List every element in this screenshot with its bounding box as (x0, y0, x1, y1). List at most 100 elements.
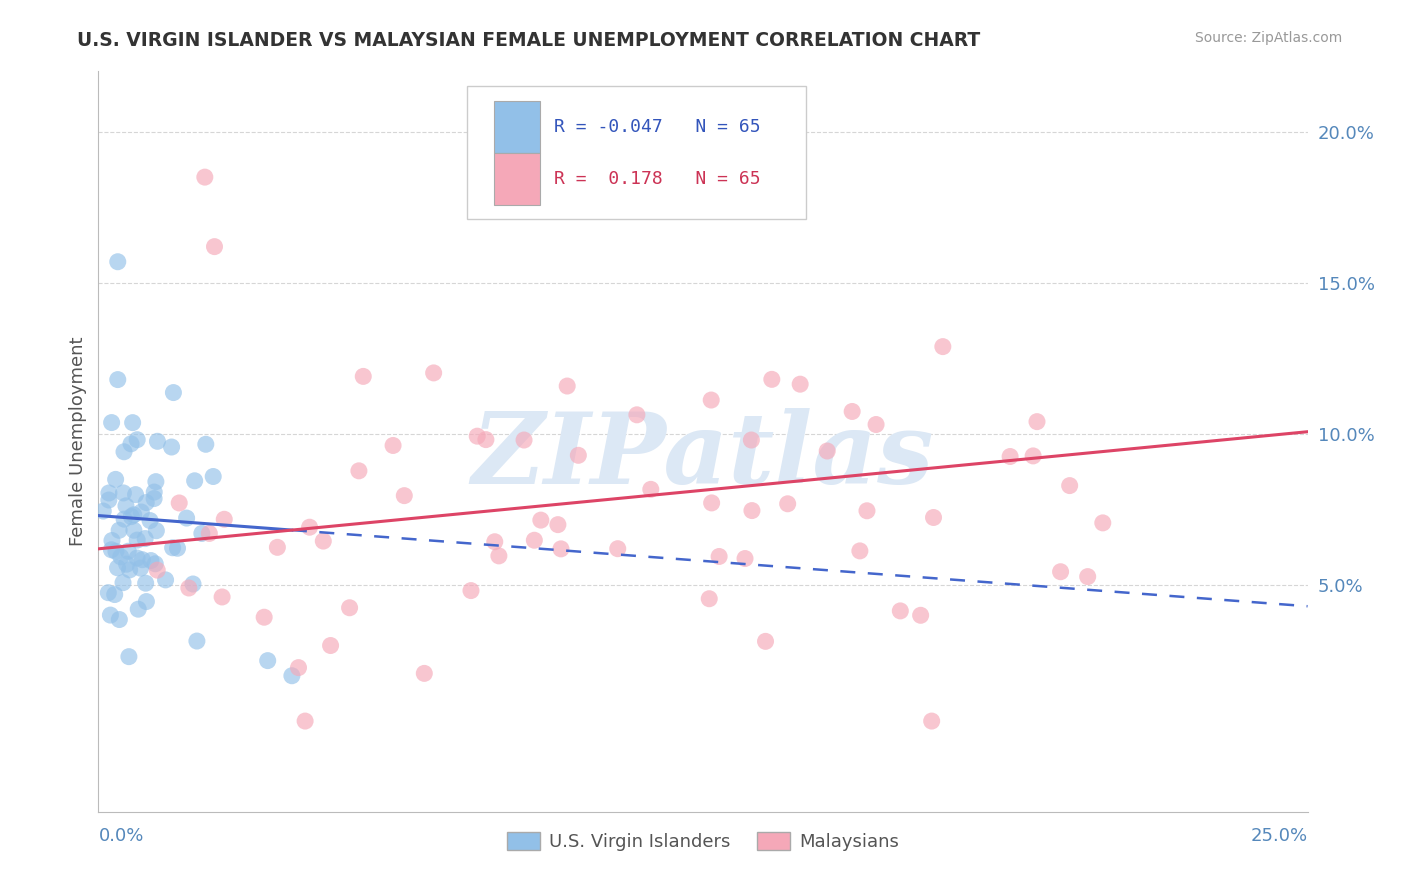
Point (921, 714, 943, 728)
Point (555, 379, 578, 393)
Point (100, 416, 122, 430)
Text: R = -0.047   N = 65: R = -0.047 N = 65 (554, 118, 761, 136)
Text: R =  0.178   N = 65: R = 0.178 N = 65 (554, 169, 761, 187)
Point (287, 660, 309, 674)
Point (741, 503, 763, 517)
Point (513, 433, 536, 447)
Point (1077, 569, 1099, 583)
Point (212, 512, 235, 526)
Point (100, 542, 122, 557)
Point (100, 608, 122, 623)
Point (122, 508, 145, 522)
Point (298, 520, 321, 534)
Point (932, 340, 955, 354)
Point (626, 408, 648, 422)
Point (112, 444, 135, 458)
Point (166, 541, 188, 556)
Point (160, 440, 183, 454)
Point (143, 491, 166, 506)
Point (550, 541, 572, 556)
Point (104, 544, 127, 558)
Point (198, 526, 221, 541)
Point (382, 438, 405, 452)
Point (734, 551, 756, 566)
Point (700, 496, 723, 510)
Point (146, 434, 169, 449)
Point (789, 377, 811, 392)
Point (108, 613, 131, 627)
Point (889, 604, 911, 618)
Point (422, 366, 444, 380)
Point (191, 526, 214, 541)
Point (176, 511, 198, 525)
Point (319, 639, 342, 653)
Point (815, 444, 838, 458)
Point (606, 541, 628, 556)
Point (127, 433, 149, 447)
Point (856, 504, 879, 518)
Point (122, 523, 145, 537)
Point (181, 577, 204, 591)
Point (135, 594, 157, 608)
Point (841, 404, 863, 418)
Point (183, 474, 205, 488)
Point (186, 634, 208, 648)
Point (1026, 415, 1049, 429)
Point (104, 472, 127, 486)
Point (700, 392, 723, 407)
Point (465, 429, 488, 443)
Point (108, 523, 131, 537)
Point (131, 505, 153, 519)
Point (118, 563, 141, 577)
Bar (494, 101, 540, 153)
Point (101, 533, 124, 548)
Point (484, 534, 506, 549)
Point (194, 170, 217, 185)
Point (1049, 565, 1071, 579)
Point (202, 469, 225, 483)
Point (530, 513, 553, 527)
Point (145, 524, 167, 538)
Point (97, 585, 120, 599)
Point (194, 437, 217, 451)
Point (107, 561, 129, 575)
Point (281, 669, 304, 683)
Point (547, 517, 569, 532)
Point (110, 549, 132, 564)
Point (865, 417, 887, 432)
Point (266, 541, 288, 555)
Point (413, 666, 436, 681)
Point (740, 433, 762, 447)
Point (488, 549, 510, 563)
Point (640, 483, 662, 497)
Point (253, 610, 276, 624)
Text: ZIPatlas: ZIPatlas (472, 409, 934, 505)
Bar (494, 153, 540, 204)
Point (112, 512, 135, 526)
Point (523, 533, 546, 548)
Point (211, 590, 233, 604)
Point (127, 602, 149, 616)
Point (115, 499, 138, 513)
Point (127, 533, 149, 547)
Point (567, 448, 589, 462)
Point (460, 583, 482, 598)
Point (1059, 478, 1081, 492)
Y-axis label: Female Unemployment: Female Unemployment (69, 337, 87, 546)
Point (135, 495, 157, 509)
Point (394, 489, 416, 503)
Point (115, 557, 138, 571)
Point (204, 239, 226, 253)
Point (155, 573, 177, 587)
Point (129, 561, 152, 575)
Point (475, 433, 498, 447)
Text: U.S. VIRGIN ISLANDER VS MALAYSIAN FEMALE UNEMPLOYMENT CORRELATION CHART: U.S. VIRGIN ISLANDER VS MALAYSIAN FEMALE… (77, 31, 980, 50)
Point (117, 544, 139, 558)
Text: 0.0%: 0.0% (98, 827, 143, 845)
Point (352, 369, 374, 384)
Point (707, 549, 730, 564)
Point (91, 504, 114, 518)
Point (177, 581, 200, 595)
Point (104, 588, 127, 602)
Point (776, 497, 799, 511)
